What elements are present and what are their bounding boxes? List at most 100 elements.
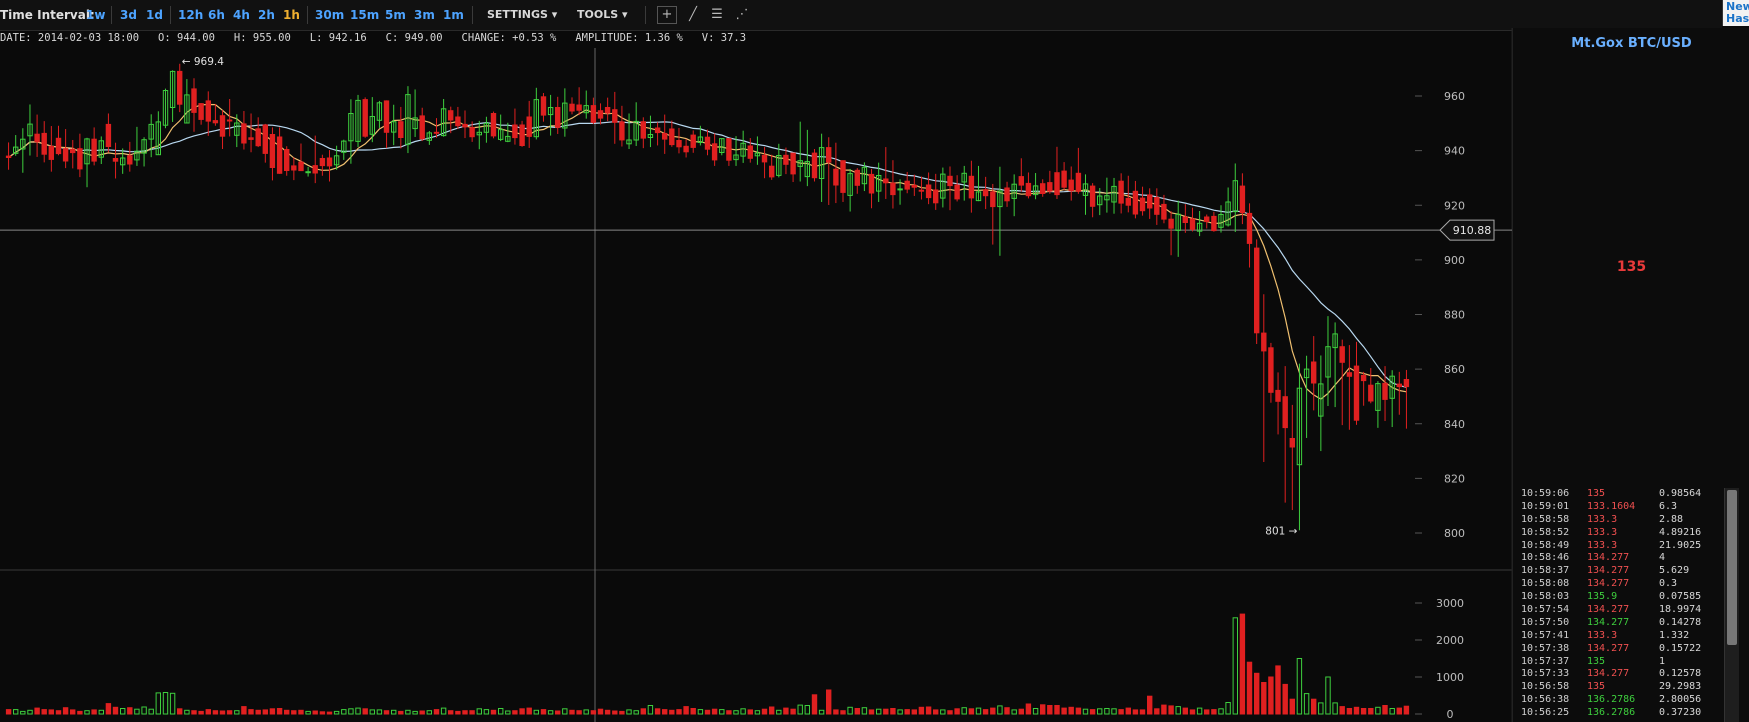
candle (1082, 174, 1089, 215)
candle-body (883, 178, 889, 184)
volume-bar (804, 705, 810, 715)
candle-body (1268, 347, 1274, 393)
low-price-label: 801 → (1265, 525, 1297, 537)
candle (619, 105, 625, 147)
interval-12h-button[interactable]: 12h (178, 8, 204, 22)
volume-bar (362, 708, 368, 715)
interval-30m-button[interactable]: 30m (315, 8, 345, 22)
interval-1d-button[interactable]: 1d (146, 8, 163, 22)
candle-body (876, 175, 882, 192)
interval-6h-button[interactable]: 6h (208, 8, 225, 22)
volume-bar (555, 710, 561, 715)
volume-bar (1011, 709, 1017, 715)
volume-bar (148, 708, 154, 715)
crosshair-price-tag (1439, 219, 1495, 241)
interval-15m-button[interactable]: 15m (350, 8, 380, 22)
trade-price: 136.2786 (1587, 707, 1636, 719)
volume-bar (868, 709, 875, 715)
candle-body (583, 105, 589, 114)
info-high: H: 955.00 (233, 32, 291, 44)
candle-body (1403, 379, 1410, 388)
interval-4h-button[interactable]: 4h (233, 8, 250, 22)
line-tool-icon[interactable]: ╱ (689, 7, 697, 22)
candle (883, 147, 889, 199)
candle (1396, 371, 1402, 415)
candle (604, 97, 611, 122)
interval-1h-button[interactable]: 1h (283, 8, 300, 22)
candle (448, 106, 454, 134)
candle-body (77, 148, 83, 170)
candle-body (1089, 185, 1096, 207)
corner-panel[interactable]: New Hash (1722, 0, 1749, 26)
candle (1268, 342, 1274, 403)
price-tick-label: 840 (1444, 418, 1465, 431)
interval-1w-button[interactable]: 1w (86, 8, 106, 22)
candle (184, 79, 190, 124)
trade-row: 10:59:01 133.1604 6.3 (1521, 501, 1731, 514)
candle (70, 139, 76, 169)
volume-bar (376, 709, 383, 715)
volume-bar (48, 709, 54, 715)
volume-bar (1289, 698, 1295, 715)
candle (961, 165, 967, 201)
settings-menu[interactable]: SETTINGS ▾ (487, 8, 557, 21)
volume-bar (1025, 703, 1032, 715)
volume-bar (726, 710, 732, 715)
candle (733, 136, 739, 166)
candle (1282, 366, 1288, 503)
candle (890, 160, 896, 209)
candle-body (740, 142, 746, 157)
volume-bar (719, 709, 725, 715)
candle (305, 167, 311, 177)
trade-history-scrollbar[interactable] (1724, 488, 1739, 722)
candle-body (276, 136, 283, 174)
candle-body (169, 70, 176, 108)
interval-5m-button[interactable]: 5m (385, 8, 406, 22)
candle (426, 130, 433, 145)
candle-body (440, 108, 447, 137)
volume-tick-label: 0 (1447, 708, 1454, 721)
scrollbar-thumb[interactable] (1727, 490, 1737, 645)
volume-bar (333, 710, 340, 715)
trade-price: 135 (1587, 488, 1606, 499)
volume-bar (241, 706, 247, 715)
candle (1175, 200, 1181, 257)
trade-row: 10:58:37 134.277 5.629 (1521, 565, 1731, 578)
candle-body (1196, 222, 1203, 232)
settings-label: SETTINGS (487, 8, 548, 21)
candle-body (483, 122, 490, 133)
candle (783, 147, 789, 175)
candle-body (1289, 438, 1295, 448)
fan-tool-icon[interactable]: ⋰ (735, 7, 749, 22)
candle-body (804, 161, 810, 178)
interval-1m-button[interactable]: 1m (443, 8, 464, 22)
trade-row: 10:57:41 133.3 1.332 (1521, 630, 1731, 643)
candle (925, 172, 932, 205)
interval-3d-button[interactable]: 3d (120, 8, 137, 22)
candle-body (669, 128, 675, 146)
trade-row: 10:58:03 135.9 0.07585 (1521, 591, 1731, 604)
candle-body (947, 175, 953, 187)
crosshair-price-label: 910.88 (1453, 224, 1492, 237)
candle-body (1175, 213, 1181, 231)
candle (1303, 355, 1310, 438)
candle (1218, 205, 1224, 233)
interval-3m-button[interactable]: 3m (414, 8, 435, 22)
interval-2h-button[interactable]: 2h (258, 8, 275, 22)
trade-price: 133.3 (1587, 513, 1618, 525)
candle (526, 100, 532, 148)
volume-bar (483, 709, 490, 715)
chart-grid (0, 28, 1512, 722)
candle (312, 135, 318, 184)
candle (248, 113, 254, 153)
candle (1147, 188, 1153, 219)
corner-text-hash: Hash (1726, 12, 1749, 25)
candlestick-chart[interactable]: 800 820 840 860 880 900 920 940 960 0 1000 2000 3000… (0, 28, 1512, 722)
volume-bar (918, 706, 925, 715)
tools-menu[interactable]: TOOLS ▾ (577, 8, 628, 21)
candle (112, 142, 119, 179)
crosshair-tool-icon[interactable]: + (657, 6, 677, 24)
toolbar-separator (170, 6, 171, 24)
candle-body (683, 145, 689, 153)
horizontal-lines-tool-icon[interactable]: ☰ (711, 7, 723, 22)
